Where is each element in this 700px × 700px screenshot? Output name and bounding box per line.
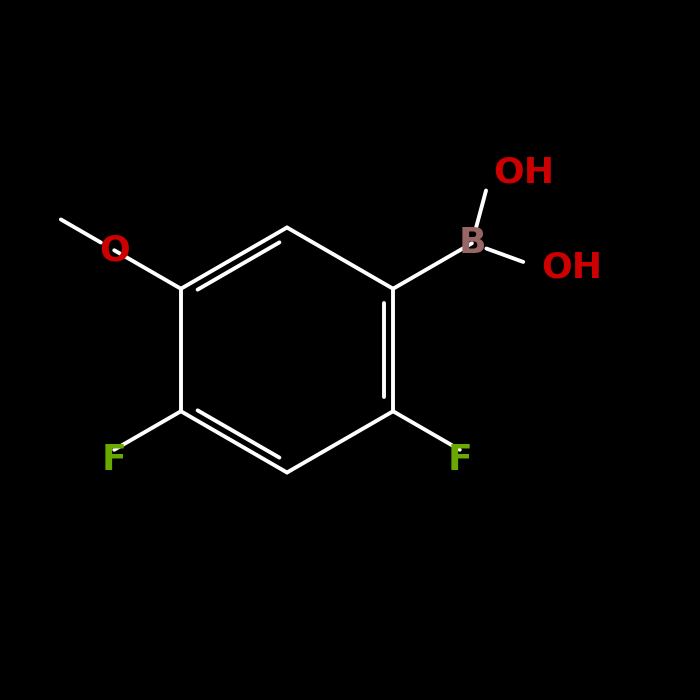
Text: OH: OH [541,250,602,284]
Text: OH: OH [494,155,554,189]
Text: F: F [447,443,472,477]
Text: B: B [458,226,486,260]
Text: F: F [102,443,127,477]
Text: O: O [99,233,130,267]
